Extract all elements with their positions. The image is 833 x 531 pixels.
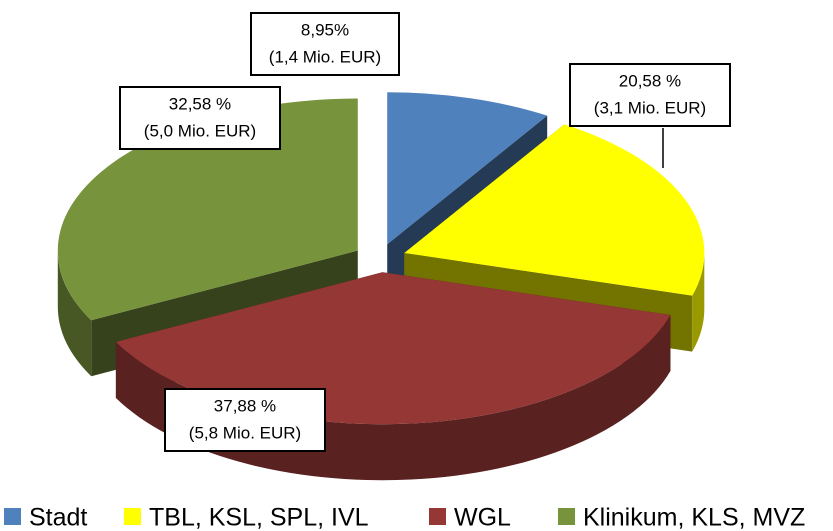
legend-swatch: [124, 508, 141, 525]
data-label-box: [569, 63, 731, 127]
legend-label: TBL, KSL, SPL, IVL: [149, 504, 369, 531]
slice: [115, 272, 671, 425]
slice-side: [57, 250, 92, 377]
data-label-box: [250, 12, 400, 76]
amount-label: (5,0 Mio. EUR): [144, 121, 256, 140]
legend-label: Klinikum, KLS, MVZ: [583, 504, 805, 531]
legend-swatch: [429, 508, 446, 525]
data-label-box: [119, 86, 281, 150]
amount-label: (3,1 Mio. EUR): [594, 98, 706, 117]
legend-swatch: [4, 508, 21, 525]
data-label: 8,95%: [301, 20, 349, 39]
slice-side: [692, 252, 705, 352]
amount-label: (1,4 Mio. EUR): [269, 47, 381, 66]
legend-swatch: [558, 508, 575, 525]
amount-label: (5,8 Mio. EUR): [189, 423, 301, 442]
data-label: 20,58 %: [619, 71, 681, 90]
legend-label: Stadt: [29, 504, 87, 531]
data-label: 37,88 %: [214, 396, 276, 415]
data-label-box: [164, 388, 326, 452]
slice: [57, 98, 358, 321]
data-label: 32,58 %: [169, 94, 231, 113]
slice: [404, 124, 705, 296]
slice: [387, 92, 548, 245]
legend-label: WGL: [454, 504, 511, 531]
